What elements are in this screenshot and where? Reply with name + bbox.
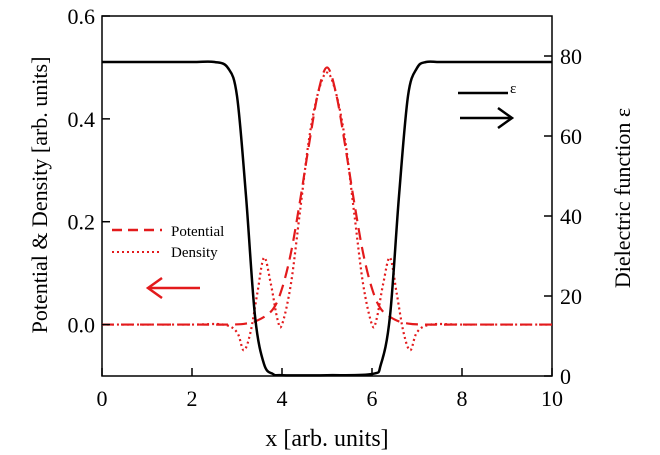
series-layer (102, 60, 552, 377)
legend-right: ε (458, 81, 516, 97)
y-left-tick-label-3: 0.6 (68, 4, 96, 29)
x-tick-label-4: 8 (457, 386, 468, 411)
right-axis-arrow (460, 106, 515, 130)
x-tick-label-0: 0 (97, 386, 108, 411)
series-line-1 (102, 71, 552, 352)
left-axis-arrow (145, 276, 200, 300)
legend-epsilon-label: ε (510, 81, 516, 97)
y-axis-label-left: Potential & Density [arb. units] (27, 57, 52, 334)
x-tick-label-2: 4 (277, 386, 288, 411)
legend-potential-label: Potential (171, 224, 224, 240)
x-tick-label-1: 2 (187, 386, 198, 411)
series-line-0 (102, 66, 552, 326)
x-tick-label-5: 10 (541, 386, 563, 411)
y-axis-label-right: Dielectric function ε (610, 108, 635, 288)
ticks-layer: 0 2 4 6 8 10 0.0 0.2 0.4 0.6 0 20 40 60 80 (68, 4, 583, 411)
y-left-tick-label-1: 0.2 (68, 210, 96, 235)
legend-density-label: Density (171, 245, 218, 261)
legend-left: Potential Density (112, 224, 224, 261)
y-right-tick-label-2: 40 (560, 204, 582, 229)
y-right-tick-label-3: 60 (560, 124, 582, 149)
y-right-tick-label-4: 80 (560, 44, 582, 69)
series-line-2 (102, 60, 552, 377)
x-axis-label: x [arb. units] (265, 426, 388, 452)
plot-border (101, 15, 553, 377)
y-left-tick-label-2: 0.4 (68, 107, 96, 132)
y-right-tick-label-0: 0 (560, 364, 571, 389)
y-right-tick-label-1: 20 (560, 284, 582, 309)
plot-frame (101, 15, 553, 377)
x-tick-label-3: 6 (367, 386, 378, 411)
y-left-tick-label-0: 0.0 (68, 313, 96, 338)
